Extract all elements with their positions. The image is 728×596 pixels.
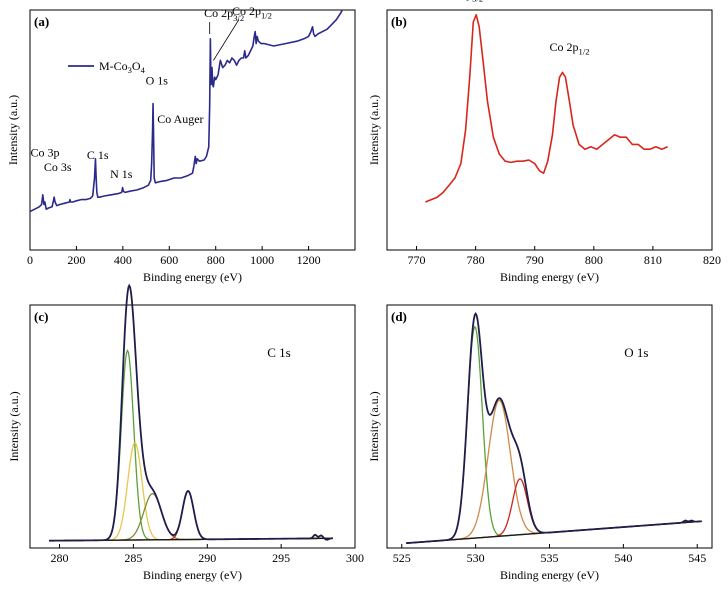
fit-component xyxy=(49,348,333,542)
peak-annotation-part-0: Co 2p xyxy=(443,0,472,1)
plot-frame xyxy=(29,304,356,549)
peak-annotation: O 1s xyxy=(146,73,169,87)
fit-component xyxy=(406,399,702,544)
peak-annotation-part-0: Co 2p xyxy=(550,40,579,54)
plot-frame xyxy=(386,9,713,251)
series-line xyxy=(29,9,343,213)
peak-annotation: Co Auger xyxy=(157,112,203,126)
x-tick-label: 400 xyxy=(114,253,132,267)
x-tick-label: 770 xyxy=(408,253,426,267)
peak-annotation-part-0: Co 3p xyxy=(30,145,59,159)
legend-label-sub1: 3 xyxy=(128,65,132,75)
x-tick-label: 810 xyxy=(644,253,662,267)
panel-d: 525 530 535 540 545 Binding energy (eV) Intens… xyxy=(367,304,713,582)
x-tick-label: 0 xyxy=(27,253,33,267)
peak-annotation: Co 2p1/2 xyxy=(232,4,272,21)
x-tick-label: 530 xyxy=(467,551,485,565)
x-tick-label: 295 xyxy=(272,551,290,565)
series-line xyxy=(425,14,668,203)
peak-annotation-part-1: 3/2 xyxy=(233,13,244,23)
peak-annotation: Co 2p3/2 xyxy=(204,6,244,23)
peak-annotation: Co 3s xyxy=(44,160,72,174)
x-tick-label: 290 xyxy=(198,551,216,565)
peak-annotation-part-1: 3/2 xyxy=(472,0,483,4)
panel-label: (a) xyxy=(34,14,49,29)
peak-annotation: Co 2p1/2 xyxy=(550,40,590,57)
peak-annotation-part-0: Co 3s xyxy=(44,160,72,174)
panel-title: C 1s xyxy=(267,345,290,360)
x-tick-label: 525 xyxy=(393,551,411,565)
x-tick-label: 790 xyxy=(526,253,544,267)
y-axis-label: Intensity (a.u.) xyxy=(6,95,20,165)
envelope-line xyxy=(49,283,333,542)
panel-title: O 1s xyxy=(624,345,648,360)
x-tick-label: 1000 xyxy=(250,253,274,267)
x-tick-label: 535 xyxy=(541,551,559,565)
x-tick-label: 800 xyxy=(585,253,603,267)
panel-label: (d) xyxy=(391,309,407,324)
peak-annotation: Co 3p xyxy=(30,145,59,159)
x-tick-label: 300 xyxy=(346,551,364,565)
x-tick-label: 200 xyxy=(67,253,85,267)
x-tick-label: 780 xyxy=(467,253,485,267)
peak-annotation-part-1: 1/2 xyxy=(261,10,272,20)
peak-annotation-part-0: O 1s xyxy=(146,73,169,87)
y-axis-label: Intensity (a.u.) xyxy=(367,391,381,461)
legend-label-main: M-Co xyxy=(99,59,128,73)
fit-component xyxy=(49,442,333,542)
y-axis-label: Intensity (a.u.) xyxy=(367,95,381,165)
x-axis-label: Binding energy (eV) xyxy=(143,270,242,284)
peak-annotation-part-0: Co 2p xyxy=(204,6,233,20)
x-tick-label: 1200 xyxy=(297,253,321,267)
peak-annotation-part-0: Co 2p xyxy=(232,4,261,18)
peak-annotation: N 1s xyxy=(110,167,133,181)
envelope-line xyxy=(406,312,702,545)
peak-annotation-part-0: N 1s xyxy=(110,167,133,181)
legend-label: M-Co3O4 xyxy=(99,59,146,75)
x-axis-label: Binding energy (eV) xyxy=(500,270,599,284)
legend-label-sub2: 4 xyxy=(141,65,146,75)
x-tick-label: 545 xyxy=(688,551,706,565)
panel-b: 770 780 790 800 810 820 Binding energy (eV) Int… xyxy=(367,0,721,284)
x-tick-label: 600 xyxy=(160,253,178,267)
x-tick-label: 285 xyxy=(124,551,142,565)
x-axis-label: Binding energy (eV) xyxy=(500,568,599,582)
x-tick-label: 280 xyxy=(51,551,69,565)
plot-frame xyxy=(29,9,356,251)
fit-component xyxy=(406,478,702,544)
panel-a: 0 200 400 600 800 1000 1200 Binding energy (eV)… xyxy=(6,4,356,284)
peak-annotation-part-0: C 1s xyxy=(87,148,109,162)
fit-component xyxy=(406,325,702,544)
panel-c: 280 285 290 295 300 Binding energy (eV) Intens… xyxy=(7,283,364,582)
x-tick-label: 800 xyxy=(207,253,225,267)
annotation-leader xyxy=(213,19,240,61)
plot-frame xyxy=(386,304,713,549)
peak-annotation-part-0: Co Auger xyxy=(157,112,203,126)
peak-annotation: C 1s xyxy=(87,148,109,162)
x-axis-label: Binding energy (eV) xyxy=(143,568,242,582)
x-tick-label: 540 xyxy=(614,551,632,565)
legend-label-mid: O xyxy=(132,59,141,73)
panel-label: (c) xyxy=(34,309,48,324)
panel-label: (b) xyxy=(391,14,407,29)
peak-annotation: Co 2p3/2 xyxy=(443,0,483,4)
y-axis-label: Intensity (a.u.) xyxy=(7,391,21,461)
x-tick-label: 820 xyxy=(703,253,721,267)
peak-annotation-part-1: 1/2 xyxy=(579,46,590,56)
